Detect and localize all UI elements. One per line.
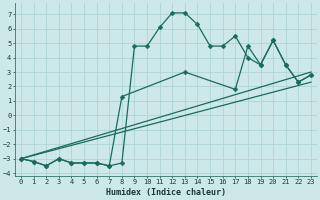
X-axis label: Humidex (Indice chaleur): Humidex (Indice chaleur) <box>106 188 226 197</box>
